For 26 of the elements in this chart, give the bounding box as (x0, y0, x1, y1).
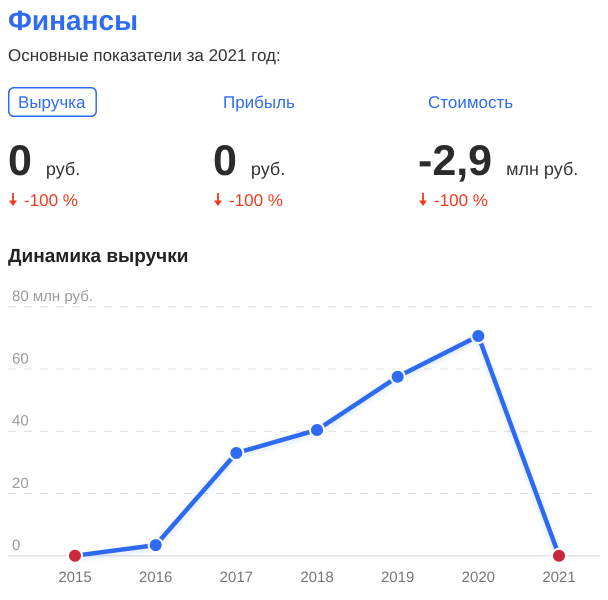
data-label: -2,9 (418, 137, 492, 185)
x-tick-label: 2021 (542, 569, 576, 586)
y-tick-label: 60 (12, 350, 29, 368)
x-tick-label: 2016 (138, 569, 172, 586)
text: руб. (250, 159, 286, 179)
y-tick-label: 40 (12, 412, 29, 430)
text: млн руб. (506, 159, 578, 179)
x-tick-label: 2017 (220, 569, 254, 586)
y-tick-label: 20 (12, 474, 29, 492)
y-tick-label: 0 (12, 537, 20, 554)
y-tick-label: 80 млн руб. (12, 288, 93, 306)
x-tick-label: 2019 (380, 569, 414, 586)
x-tick-label: 2018 (300, 569, 334, 586)
category-label: Выручка (18, 93, 86, 112)
text: Финансы (8, 5, 138, 36)
data-label: 0 (213, 137, 237, 185)
data-label: -100 % (434, 191, 488, 210)
text: руб. (46, 159, 80, 179)
category-label: Прибыль (223, 93, 296, 112)
x-tick-label: 2015 (58, 569, 92, 586)
data-label: -100 % (229, 191, 283, 210)
data-label: -100 % (24, 191, 78, 210)
category-label: Стоимость (428, 93, 514, 112)
text: Основные показатели за 2021 год: (8, 46, 281, 65)
chart-title: Динамика выручки (8, 246, 188, 267)
x-tick-label: 2020 (462, 569, 496, 586)
